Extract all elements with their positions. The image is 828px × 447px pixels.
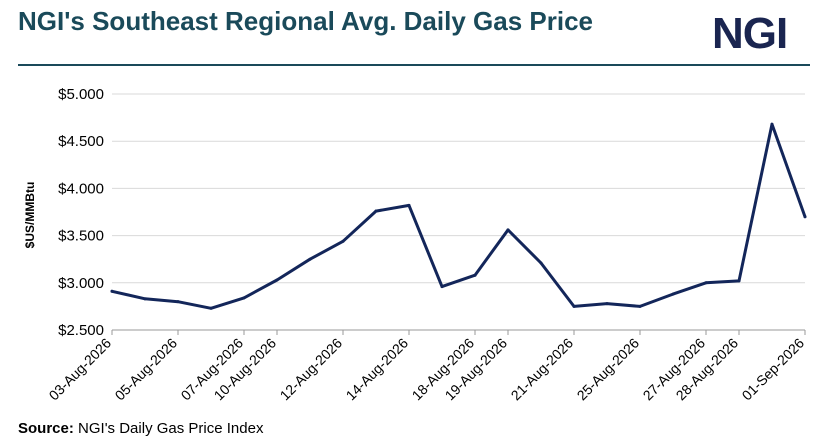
x-tick-label: 21-Aug-2026 — [508, 335, 577, 404]
y-tick-label: $2.500 — [58, 322, 104, 339]
source-text: NGI's Daily Gas Price Index — [73, 420, 264, 437]
y-tick-label: $3.000 — [58, 275, 104, 292]
data-point — [638, 304, 642, 308]
data-point — [374, 209, 378, 213]
data-point — [539, 261, 543, 265]
price-series-line — [110, 122, 807, 310]
x-tick-label: 01-Sep-2026 — [739, 335, 808, 404]
data-point — [242, 296, 246, 300]
y-tick-label: $4.000 — [58, 180, 104, 197]
data-point — [506, 228, 510, 232]
x-tick-label: 14-Aug-2026 — [343, 335, 412, 404]
data-point — [176, 300, 180, 304]
data-point — [605, 302, 609, 306]
data-point — [110, 289, 114, 293]
source-note: Source: NGI's Daily Gas Price Index — [18, 420, 263, 437]
data-point — [440, 285, 444, 289]
data-point — [704, 281, 708, 285]
x-tick-label: 03-Aug-2026 — [46, 335, 115, 404]
data-point — [143, 297, 147, 301]
title-divider — [18, 64, 810, 66]
y-tick-label: $5.000 — [58, 86, 104, 103]
x-tick-label: 25-Aug-2026 — [574, 335, 643, 404]
data-point — [407, 203, 411, 207]
y-tick-label: $4.500 — [58, 133, 104, 150]
data-point — [341, 239, 345, 243]
data-point — [275, 278, 279, 282]
x-tick-label: 05-Aug-2026 — [112, 335, 181, 404]
data-point — [308, 257, 312, 261]
data-point — [671, 292, 675, 296]
chart-title: NGI's Southeast Regional Avg. Daily Gas … — [18, 6, 593, 36]
data-point — [770, 122, 774, 126]
data-point — [737, 279, 741, 283]
ngi-logo: NGI — [712, 9, 788, 58]
data-point — [803, 215, 807, 219]
y-tick-label: $3.500 — [58, 228, 104, 245]
data-point — [473, 273, 477, 277]
data-point — [572, 304, 576, 308]
x-tick-label: 12-Aug-2026 — [277, 335, 346, 404]
source-label: Source: — [18, 420, 74, 437]
data-point — [209, 306, 213, 310]
